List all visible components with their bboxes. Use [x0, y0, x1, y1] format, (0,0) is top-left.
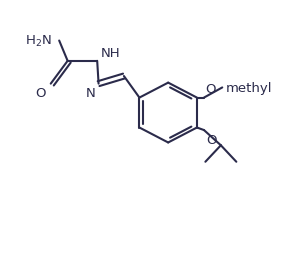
Text: NH: NH — [101, 46, 120, 59]
Text: O: O — [205, 82, 216, 95]
Text: methyl: methyl — [226, 82, 272, 94]
Text: N: N — [86, 86, 96, 99]
Text: O: O — [35, 87, 46, 100]
Text: O: O — [206, 134, 217, 147]
Text: H$_2$N: H$_2$N — [25, 34, 52, 49]
